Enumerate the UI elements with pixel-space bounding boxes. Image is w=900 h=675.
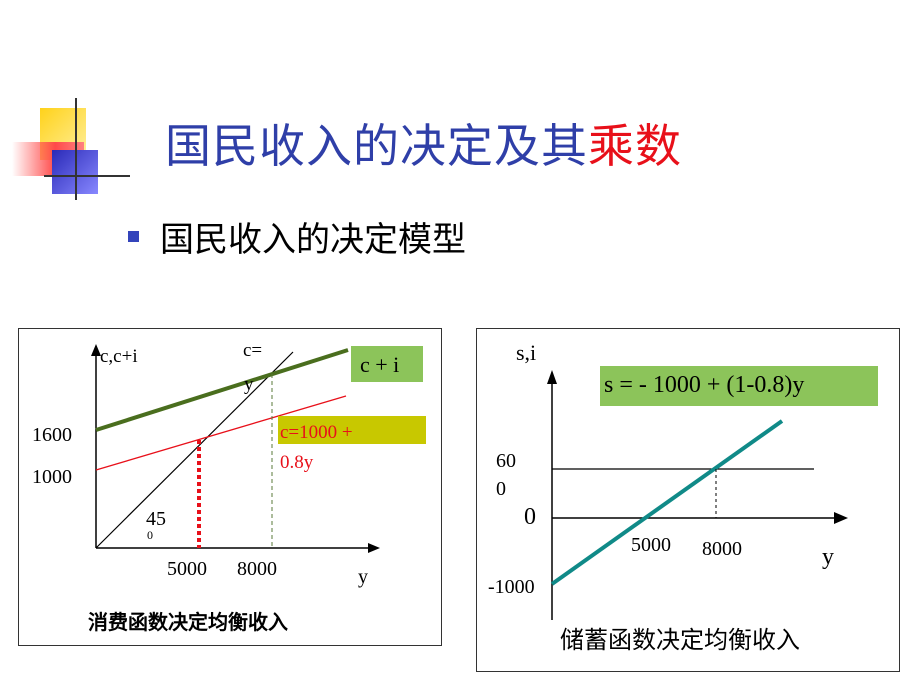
left-y-axis-label: c,c+i <box>100 346 138 367</box>
ci-label-box <box>351 346 423 382</box>
c-label-2: 0.8y <box>280 452 314 473</box>
tick-neg1000: -1000 <box>488 576 535 598</box>
logo-horizontal-line <box>44 175 130 177</box>
decorative-logo <box>0 0 130 200</box>
tick-600-line2: 0 <box>496 478 506 500</box>
bullet-square-icon <box>128 231 139 242</box>
line-c-plus-i <box>95 348 349 432</box>
right-x-axis-label: y <box>822 544 834 570</box>
ci-label: c + i <box>360 352 400 377</box>
page-title: 国民收入的决定及其乘数 <box>165 110 682 176</box>
left-x-axis-label: y <box>358 566 368 588</box>
left-x-tick-5000: 5000 <box>167 558 207 580</box>
line-c-equals-y <box>95 351 294 549</box>
bullet-text: 国民收入的决定模型 <box>160 220 466 260</box>
left-cy-label-2: y <box>244 374 254 395</box>
title-main: 国民收入的决定及其 <box>165 119 588 173</box>
zero-label: 0 <box>524 504 536 530</box>
angle-sup: 0 <box>147 528 153 542</box>
c-label-1: c=1000 + <box>280 422 353 443</box>
left-x-axis-arrow <box>368 543 380 553</box>
right-x-tick-8000: 8000 <box>702 538 742 560</box>
title-highlight: 乘数 <box>588 119 682 173</box>
s-label-box <box>600 366 878 406</box>
angle-label: 45 <box>146 508 166 530</box>
right-x-tick-5000: 5000 <box>631 534 671 556</box>
left-caption: 消费函数决定均衡收入 <box>88 610 288 634</box>
line-savings <box>550 419 784 586</box>
right-x-axis-arrow <box>834 512 848 524</box>
consumption-diagram <box>18 328 442 646</box>
left-cy-label-1: c= <box>243 340 263 361</box>
left-x-tick-8000: 8000 <box>237 558 277 580</box>
tick-1000: 1000 <box>32 466 72 488</box>
logo-vertical-line <box>75 98 77 200</box>
tick-1600: 1600 <box>32 424 72 446</box>
line-consumption <box>95 395 347 471</box>
c-label-box <box>278 416 426 444</box>
s-label: s = - 1000 + (1-0.8)y <box>604 372 805 398</box>
right-y-axis-label: s,i <box>516 340 537 365</box>
tick-600-line1: 60 <box>496 450 516 472</box>
right-y-axis-arrow <box>547 370 557 384</box>
left-y-axis-arrow <box>91 344 101 356</box>
right-caption: 储蓄函数决定均衡收入 <box>560 626 800 654</box>
